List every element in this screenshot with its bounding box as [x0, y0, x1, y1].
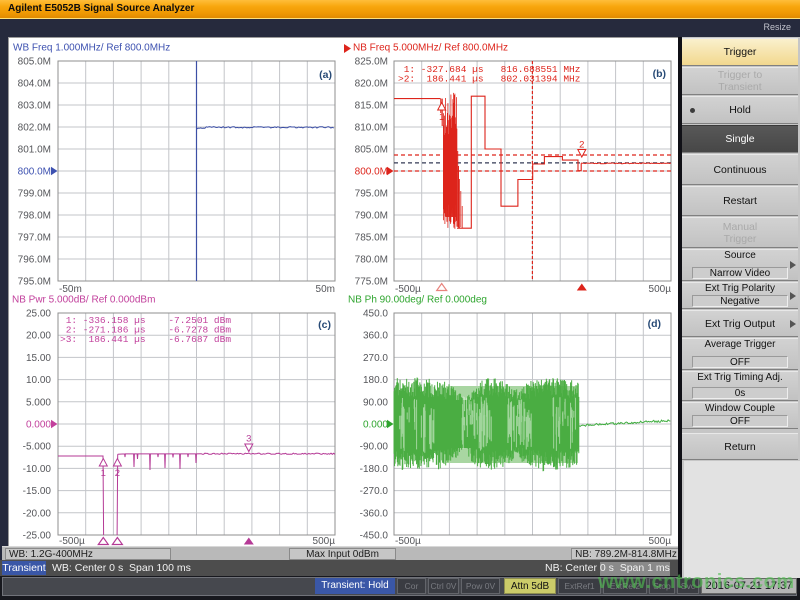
svg-text:795.0M: 795.0M: [18, 277, 51, 288]
svg-text:2: 2: [579, 140, 584, 151]
svg-text:798.0M: 798.0M: [18, 211, 51, 222]
svg-text:-15.00: -15.00: [23, 486, 52, 497]
svg-text:0.000: 0.000: [363, 420, 388, 431]
svg-text:2: 2: [115, 468, 120, 479]
svg-text:-180.0: -180.0: [360, 464, 389, 475]
svg-text:796.0M: 796.0M: [18, 255, 51, 266]
svg-text:802.0M: 802.0M: [18, 123, 51, 134]
svg-text:180.0: 180.0: [363, 375, 388, 386]
svg-text:799.0M: 799.0M: [18, 189, 51, 200]
svg-text:360.0: 360.0: [363, 331, 388, 342]
svg-text:5.000: 5.000: [26, 397, 51, 408]
svg-text:1: 1: [101, 468, 106, 479]
svg-text:-25.00: -25.00: [23, 531, 52, 542]
svg-text:825.0M: 825.0M: [355, 57, 388, 68]
svg-text:(b): (b): [653, 68, 666, 80]
svg-text:1: -327.684 µs 816.688551 MH: 1: -327.684 µs 816.688551 MHz: [398, 64, 580, 75]
svg-text:1: -336.158 µs -7.2501 dBm: 1: -336.158 µs -7.2501 dBm: [60, 315, 231, 326]
svg-text:801.0M: 801.0M: [18, 145, 51, 156]
svg-text:797.0M: 797.0M: [18, 233, 51, 244]
svg-text:>3: 186.441 µs -6.7687 dBm: >3: 186.441 µs -6.7687 dBm: [60, 334, 231, 345]
svg-text:-360.0: -360.0: [360, 508, 389, 519]
svg-text:810.0M: 810.0M: [355, 123, 388, 134]
svg-text:-500µ: -500µ: [59, 536, 85, 546]
svg-text:-500µ: -500µ: [395, 284, 421, 295]
svg-text:820.0M: 820.0M: [355, 79, 388, 90]
svg-text:15.00: 15.00: [26, 353, 51, 364]
svg-text:270.0: 270.0: [363, 353, 388, 364]
svg-text:800.0M: 800.0M: [355, 167, 388, 178]
svg-text:-450.0: -450.0: [360, 531, 389, 542]
svg-text:804.0M: 804.0M: [18, 79, 51, 90]
svg-text:2: -271.186 µs -6.7278 dBm: 2: -271.186 µs -6.7278 dBm: [60, 325, 231, 336]
svg-text:10.00: 10.00: [26, 375, 51, 386]
svg-text:775.0M: 775.0M: [355, 277, 388, 288]
svg-text:(c): (c): [318, 319, 331, 331]
svg-text:-5.000: -5.000: [23, 442, 52, 453]
svg-text:803.0M: 803.0M: [18, 101, 51, 112]
svg-text:3: 3: [246, 434, 251, 445]
svg-text:1: 1: [439, 112, 444, 123]
svg-text:805.0M: 805.0M: [355, 145, 388, 156]
svg-text:NB Freq 5.000MHz/ Ref 800.0MHz: NB Freq 5.000MHz/ Ref 800.0MHz: [353, 43, 508, 54]
svg-text:-20.00: -20.00: [23, 508, 52, 519]
svg-text:(d): (d): [648, 318, 661, 330]
svg-text:0.000: 0.000: [26, 420, 51, 431]
svg-text:25.00: 25.00: [26, 309, 51, 320]
svg-text:785.0M: 785.0M: [355, 233, 388, 244]
svg-text:500µ: 500µ: [313, 536, 336, 546]
svg-text:50m: 50m: [316, 284, 335, 295]
svg-text:450.0: 450.0: [363, 309, 388, 320]
svg-text:795.0M: 795.0M: [355, 189, 388, 200]
svg-text:20.00: 20.00: [26, 331, 51, 342]
svg-text:815.0M: 815.0M: [355, 101, 388, 112]
svg-text:90.00: 90.00: [363, 397, 388, 408]
svg-text:800.0M: 800.0M: [18, 167, 51, 178]
svg-text:-90.00: -90.00: [360, 442, 389, 453]
svg-text:-50m: -50m: [59, 284, 82, 295]
svg-text:>2: 186.441 µs 802.031394 M: >2: 186.441 µs 802.031394 MHz: [398, 74, 580, 85]
svg-text:(a): (a): [319, 69, 332, 81]
svg-text:780.0M: 780.0M: [355, 255, 388, 266]
svg-text:-270.0: -270.0: [360, 486, 389, 497]
svg-text:500µ: 500µ: [649, 284, 672, 295]
svg-text:WB Freq 1.000MHz/ Ref 800.0MHz: WB Freq 1.000MHz/ Ref 800.0MHz: [13, 43, 170, 54]
svg-text:805.0M: 805.0M: [18, 57, 51, 68]
svg-text:-10.00: -10.00: [23, 464, 52, 475]
svg-text:NB Pwr 5.000dB/ Ref 0.000dBm: NB Pwr 5.000dB/ Ref 0.000dBm: [12, 295, 155, 306]
svg-text:-500µ: -500µ: [395, 536, 421, 546]
svg-text:500µ: 500µ: [649, 536, 672, 546]
svg-text:NB Ph 90.00deg/ Ref 0.000deg: NB Ph 90.00deg/ Ref 0.000deg: [348, 295, 487, 306]
svg-text:790.0M: 790.0M: [355, 211, 388, 222]
